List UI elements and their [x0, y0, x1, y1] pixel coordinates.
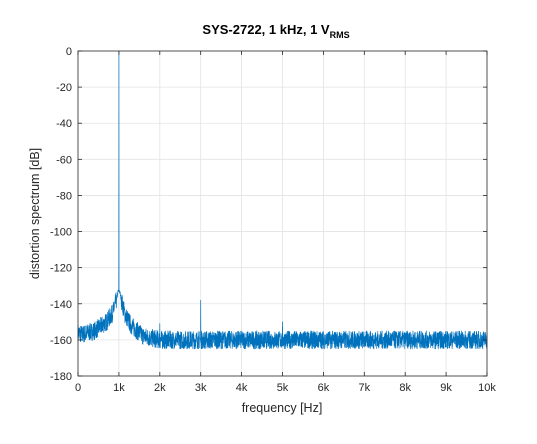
y-tick-label: -20 [56, 82, 72, 94]
chart-title-subscript: RMS [330, 30, 350, 40]
y-tick-label: 0 [66, 46, 72, 58]
chart-title-main: SYS-2722, 1 kHz, 1 V [202, 22, 330, 37]
x-tick-labels: 0 1k 2k 3k 4k 5k 6k 7k 8k 9k 10k [75, 382, 496, 394]
axis-ticks [77, 50, 488, 377]
y-tick-labels: 0 -20 -40 -60 -80 -100 -120 -140 -160 -180 [50, 46, 72, 383]
x-tick-label: 4k [236, 382, 248, 394]
x-tick-label: 3k [195, 382, 207, 394]
x-tick-label: 9k [440, 382, 452, 394]
x-tick-label: 7k [358, 382, 370, 394]
x-axis-label: frequency [Hz] [242, 401, 323, 415]
y-tick-label: -140 [50, 299, 72, 311]
x-tick-label: 1k [113, 382, 125, 394]
y-tick-label: -120 [50, 263, 72, 275]
x-tick-label: 8k [399, 382, 411, 394]
x-tick-label: 0 [75, 382, 81, 394]
y-tick-label: -80 [56, 190, 72, 202]
x-tick-label: 10k [478, 382, 496, 394]
y-tick-label: -180 [50, 371, 72, 383]
y-tick-label: -40 [56, 118, 72, 130]
series-line [77, 50, 488, 350]
y-tick-label: -160 [50, 335, 72, 347]
y-tick-label: -60 [56, 154, 72, 166]
y-axis-label: distortion spectrum [dB] [28, 148, 42, 279]
x-tick-label: 2k [154, 382, 166, 394]
x-tick-label: 5k [277, 382, 289, 394]
chart-title: SYS-2722, 1 kHz, 1 VRMS [202, 22, 349, 40]
x-tick-label: 6k [318, 382, 330, 394]
y-tick-label: -100 [50, 227, 72, 239]
